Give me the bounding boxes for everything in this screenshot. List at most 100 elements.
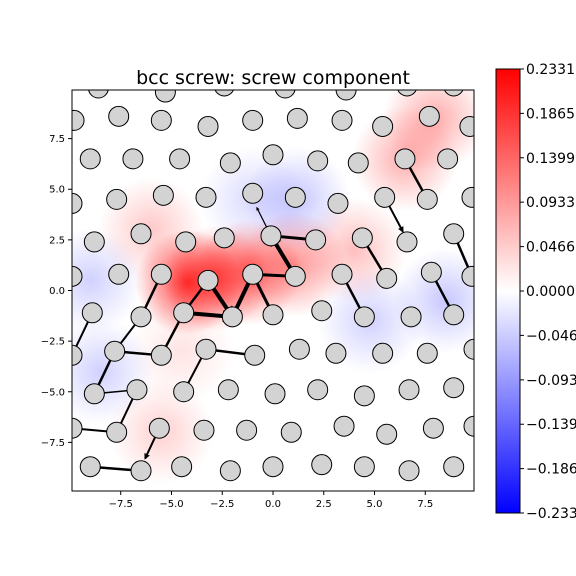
atom-marker (72, 417, 83, 439)
atom-marker (197, 115, 219, 137)
atom-marker (193, 419, 215, 441)
atom-marker (398, 379, 420, 401)
atom-marker (197, 269, 219, 291)
atom-marker (396, 231, 418, 253)
atom-marker (83, 383, 105, 405)
atom-marker (347, 152, 369, 174)
colorbar-tick-label: −0.1399 (526, 417, 576, 433)
atom-marker (130, 223, 152, 245)
atom-marker (150, 109, 172, 131)
atom-marker (262, 144, 284, 166)
atom-marker (376, 423, 398, 445)
atom-marker (169, 148, 191, 170)
atom-marker (274, 90, 296, 99)
x-axis: −7.5 −5.0 −2.5 0.0 2.5 5.0 7.5 (109, 491, 433, 510)
atom-marker (260, 225, 282, 247)
atom-marker (331, 109, 353, 131)
atom-marker (219, 460, 241, 482)
atom-marker (284, 265, 306, 287)
atom-marker (173, 302, 195, 324)
atom-marker (106, 421, 128, 443)
colorbar-tick-label: −0.2331 (526, 506, 576, 522)
atom-marker (443, 377, 465, 399)
atom-marker (311, 300, 333, 322)
colorbar-tick-label: −0.0933 (526, 373, 576, 389)
field-blob (128, 298, 235, 405)
atom-marker (327, 192, 349, 214)
atom-marker (171, 456, 193, 478)
atom-marker (416, 342, 438, 364)
atom-marker (307, 150, 329, 172)
atom-marker (79, 456, 101, 478)
x-tick-label: 7.5 (417, 499, 433, 510)
atom-marker (351, 227, 373, 249)
atom-marker (444, 90, 464, 97)
atom-marker (400, 306, 422, 328)
y-tick-label: 2.5 (49, 235, 65, 246)
x-tick-label: 5.0 (367, 499, 383, 510)
y-tick-label: 0.0 (49, 286, 65, 297)
atom-marker (437, 148, 459, 170)
atom-marker (372, 115, 394, 137)
atom-marker (242, 182, 264, 204)
atom-marker (244, 344, 266, 366)
atom-marker (150, 263, 172, 285)
colorbar-ticks: 0.2331 0.1865 0.1399 0.0933 0.0466 0.0000 −0.0… (520, 62, 576, 522)
atom-marker (443, 223, 465, 245)
atom-marker (422, 417, 444, 439)
atom-marker (463, 415, 474, 437)
colorbar-tick-label: 0.2331 (526, 62, 575, 78)
x-tick-label: 0.0 (265, 499, 281, 510)
x-tick-label: −2.5 (210, 499, 234, 510)
plot-area (72, 90, 474, 491)
atom-marker (420, 261, 442, 283)
atom-marker (242, 109, 264, 131)
atom-marker (443, 304, 465, 326)
atom-marker (418, 105, 440, 127)
atom-marker (376, 267, 398, 289)
atom-marker (280, 421, 302, 443)
atom-marker (288, 338, 310, 360)
y-axis: −7.5 −5.0 −2.5 0.0 2.5 5.0 7.5 (41, 134, 72, 449)
atom-marker (262, 304, 284, 326)
colorbar-tick-label: 0.0466 (526, 240, 575, 256)
x-tick-label: −5.0 (159, 499, 183, 510)
atom-marker (262, 456, 284, 478)
atom-marker (130, 306, 152, 328)
atom-marker (394, 148, 416, 170)
atom-marker (108, 263, 130, 285)
atom-marker (335, 90, 357, 101)
atom-marker (325, 342, 347, 364)
atom-marker (221, 306, 243, 328)
atom-marker (148, 417, 170, 439)
y-tick-label: −5.0 (41, 387, 65, 398)
chart-title: bcc screw: screw component (136, 67, 410, 89)
atom-marker (108, 105, 130, 127)
atom-marker (72, 344, 83, 366)
atom-marker (443, 456, 465, 478)
colorbar-tick-label: −0.0466 (526, 328, 576, 344)
atom-marker (353, 385, 375, 407)
atom-marker (150, 344, 172, 366)
colorbar-tick-label: −0.1865 (526, 462, 576, 478)
colorbar (495, 68, 521, 514)
atom-marker (284, 186, 306, 208)
atom-marker (353, 306, 375, 328)
atom-marker (374, 186, 396, 208)
y-tick-label: −7.5 (41, 438, 65, 449)
atom-marker (122, 148, 144, 170)
colorbar-tick-label: 0.0000 (526, 284, 575, 300)
atom-marker (195, 338, 217, 360)
atom-marker (213, 227, 235, 249)
atom-marker (173, 381, 195, 403)
atom-markers (72, 90, 474, 482)
atom-marker (81, 302, 103, 324)
atom-marker (214, 90, 234, 97)
atom-marker (461, 265, 474, 287)
atom-marker (416, 188, 438, 210)
colorbar-tick-label: 0.0933 (526, 195, 575, 211)
atom-marker (217, 379, 239, 401)
colorbar-tick-label: 0.1865 (526, 106, 575, 122)
atom-marker (461, 186, 474, 208)
y-tick-label: 7.5 (49, 134, 65, 145)
